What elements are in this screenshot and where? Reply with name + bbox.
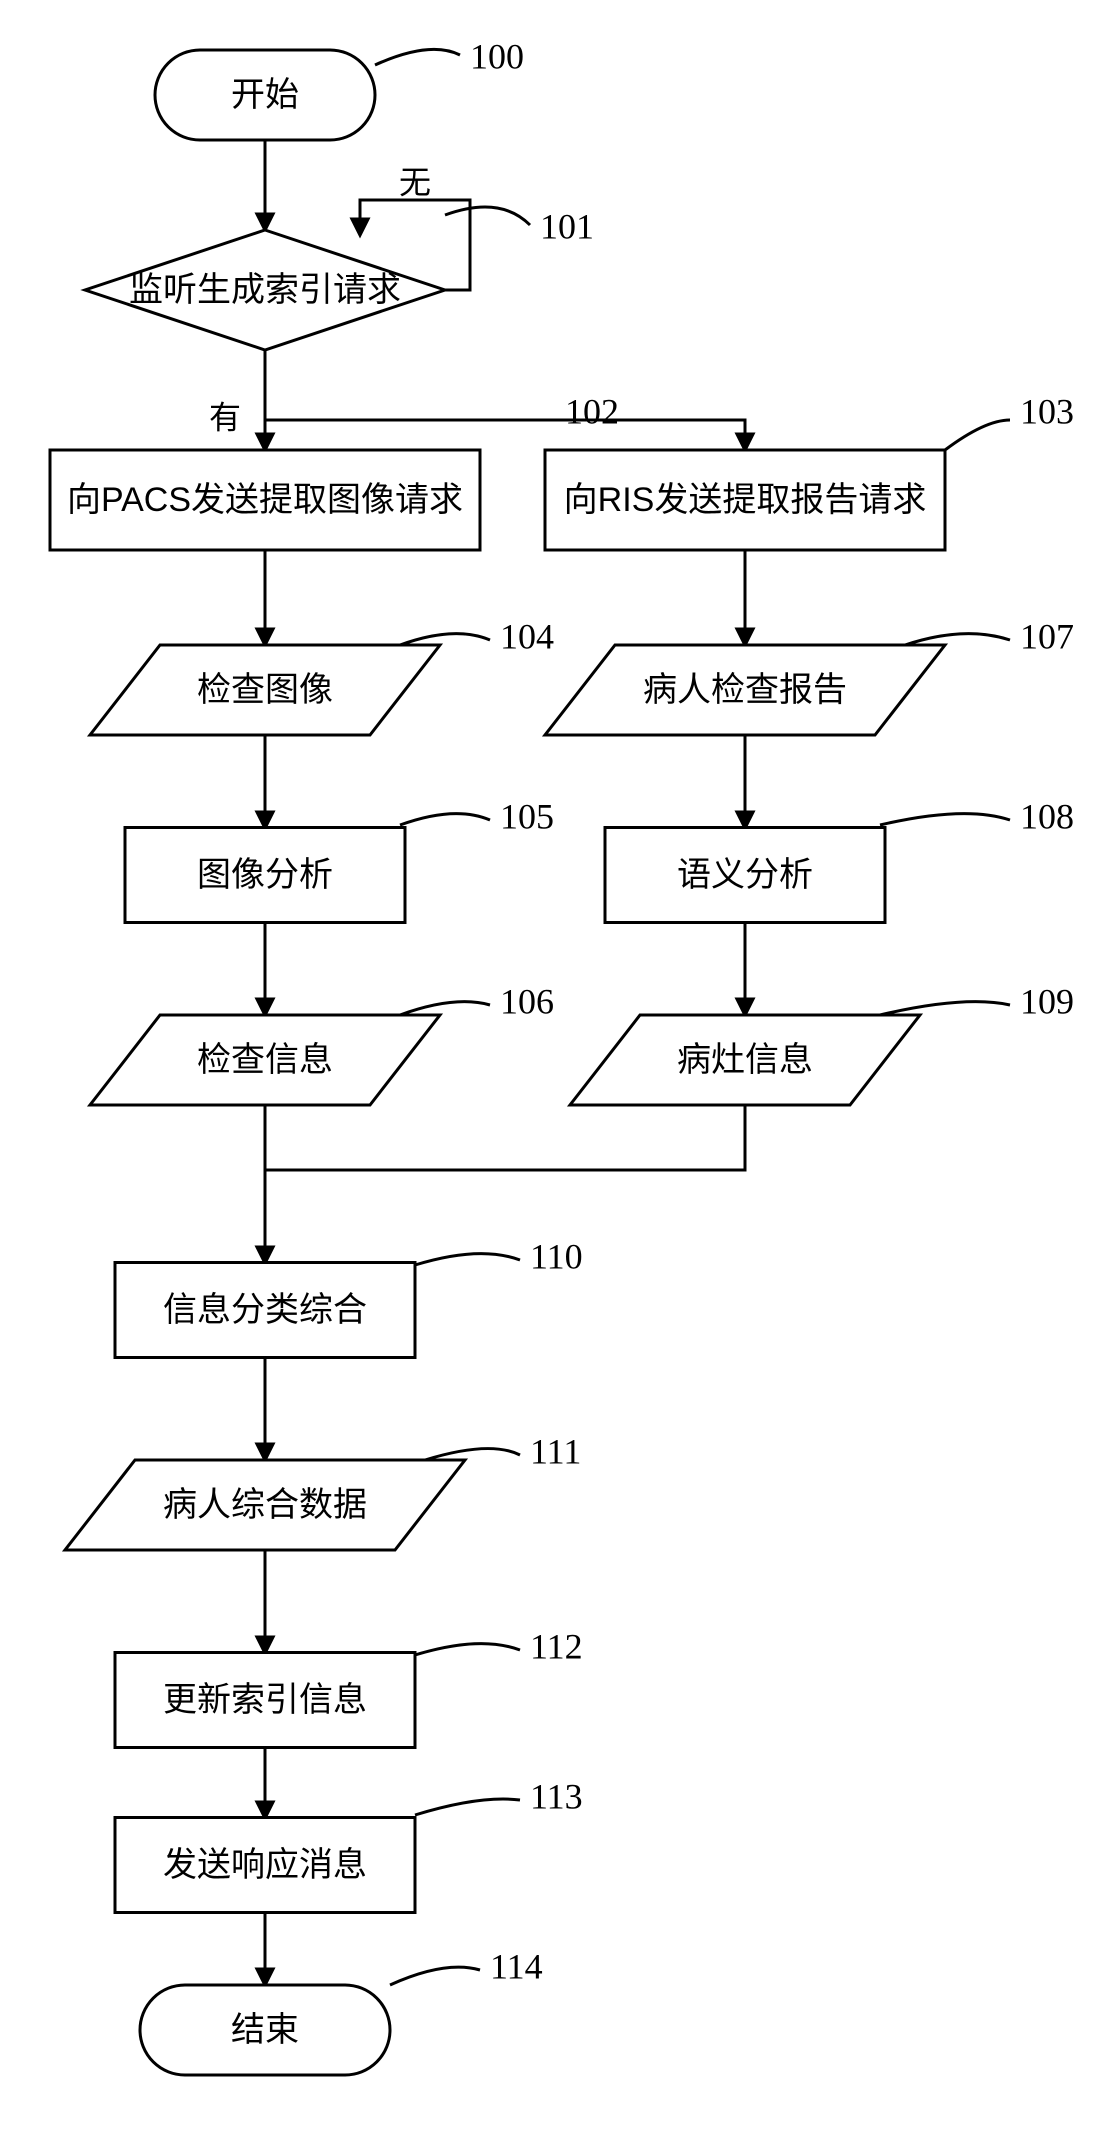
n104-ref: 104 xyxy=(500,616,554,656)
n102-ref: 102 xyxy=(565,391,619,431)
n114: 结束 114 xyxy=(140,1946,543,2075)
n106-label: 检查信息 xyxy=(197,1041,333,1079)
edge-e1-label: 有 xyxy=(209,399,241,435)
n100-leader xyxy=(375,49,460,65)
n103-leader xyxy=(945,420,1010,450)
n109-leader xyxy=(880,1002,1010,1015)
edge-e_loop-label: 无 xyxy=(399,164,431,200)
n101-label: 监听生成索引请求 xyxy=(129,271,401,309)
n107-ref: 107 xyxy=(1020,616,1074,656)
n106-ref: 106 xyxy=(500,981,554,1021)
n109: 病灶信息 109 xyxy=(570,981,1074,1105)
edge-e_merge xyxy=(265,1105,745,1170)
n103-label: 向RIS发送提取报告请求 xyxy=(564,481,927,519)
n110-leader xyxy=(415,1254,520,1265)
n108-label: 语义分析 xyxy=(677,856,813,894)
n108: 语义分析 108 xyxy=(605,796,1074,922)
n100-label: 开始 xyxy=(231,76,299,114)
n108-leader xyxy=(880,814,1010,825)
n101-leader xyxy=(445,207,530,225)
n105: 图像分析 105 xyxy=(125,796,554,922)
n112-leader xyxy=(415,1644,520,1655)
n102-label: 向PACS发送提取图像请求 xyxy=(67,481,463,519)
n110-ref: 110 xyxy=(530,1236,583,1276)
n105-label: 图像分析 xyxy=(197,856,333,894)
n114-label: 结束 xyxy=(231,2011,299,2049)
n109-label: 病灶信息 xyxy=(677,1041,813,1079)
n111-leader xyxy=(425,1449,520,1460)
n101: 监听生成索引请求 101 xyxy=(85,206,594,350)
n110: 信息分类综合 110 xyxy=(115,1236,583,1357)
n107-leader xyxy=(905,634,1010,645)
n111: 病人综合数据 111 xyxy=(65,1431,581,1550)
n107-label: 病人检查报告 xyxy=(643,671,847,709)
n113-leader xyxy=(415,1799,520,1815)
n106-leader xyxy=(400,1002,490,1015)
n113-label: 发送响应消息 xyxy=(163,1846,367,1884)
n111-ref: 111 xyxy=(530,1431,581,1471)
n112-ref: 112 xyxy=(530,1626,583,1666)
n109-ref: 109 xyxy=(1020,981,1074,1021)
n105-leader xyxy=(400,814,490,825)
n100-ref: 100 xyxy=(470,36,524,76)
edge-e_branch xyxy=(265,420,745,450)
n105-ref: 105 xyxy=(500,796,554,836)
n111-label: 病人综合数据 xyxy=(163,1486,367,1524)
n101-ref: 101 xyxy=(540,206,594,246)
n114-ref: 114 xyxy=(490,1946,543,1986)
n106: 检查信息 106 xyxy=(90,981,554,1105)
n104-leader xyxy=(400,634,490,645)
n103-ref: 103 xyxy=(1020,391,1074,431)
n107: 病人检查报告 107 xyxy=(545,616,1074,735)
n108-ref: 108 xyxy=(1020,796,1074,836)
n113-ref: 113 xyxy=(530,1776,583,1816)
n102: 向PACS发送提取图像请求 102 xyxy=(50,391,619,550)
n104-label: 检查图像 xyxy=(197,671,333,709)
n114-leader xyxy=(390,1967,480,1985)
n103: 向RIS发送提取报告请求 103 xyxy=(545,391,1074,550)
n113: 发送响应消息 113 xyxy=(115,1776,583,1912)
n112-label: 更新索引信息 xyxy=(163,1681,367,1719)
n104: 检查图像 104 xyxy=(90,616,554,735)
n100: 开始 100 xyxy=(155,36,524,140)
n110-label: 信息分类综合 xyxy=(163,1291,367,1329)
n112: 更新索引信息 112 xyxy=(115,1626,583,1747)
